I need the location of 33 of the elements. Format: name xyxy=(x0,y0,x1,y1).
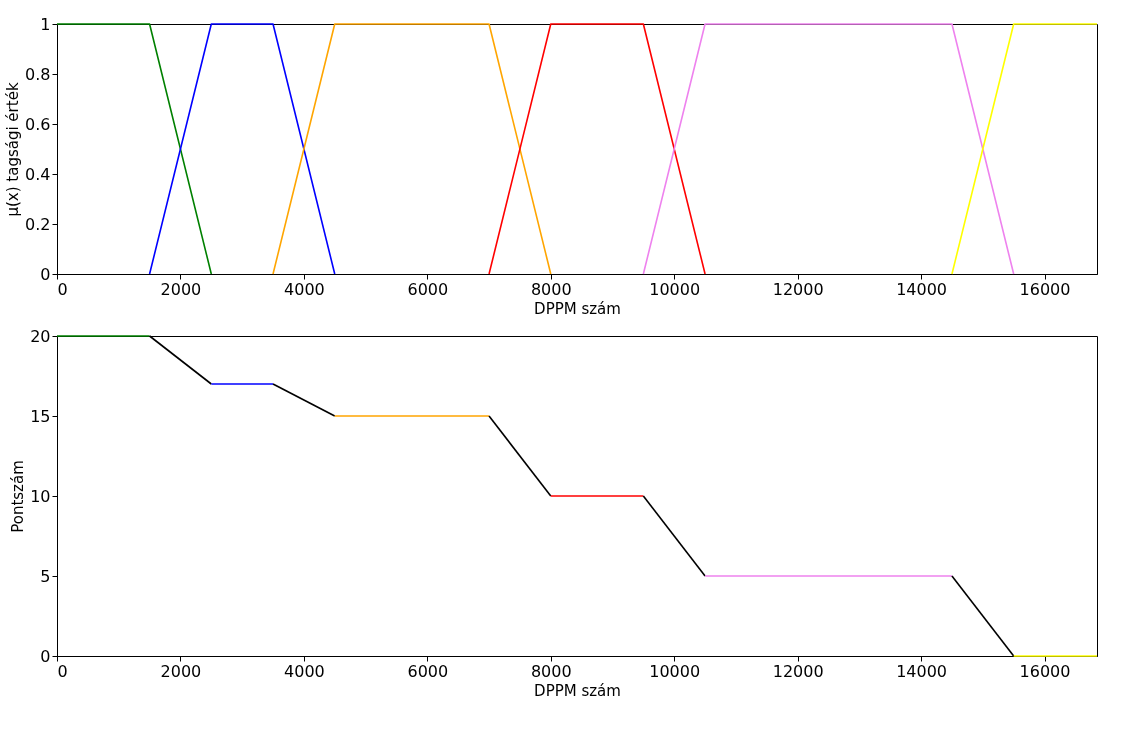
x-tick-label: 10000 xyxy=(649,661,701,681)
y-axis-title: μ(x) tagsági érték xyxy=(4,82,23,217)
x-tick-label: 14000 xyxy=(896,661,948,681)
y-tick-label: 0 xyxy=(40,264,51,284)
x-tick-label: 16000 xyxy=(1019,279,1071,299)
y-tick-label: 5 xyxy=(40,566,51,586)
x-tick-label: 0 xyxy=(57,661,68,681)
x-tick-label: 4000 xyxy=(284,661,325,681)
x-tick-label: 0 xyxy=(57,279,68,299)
x-tick-label: 16000 xyxy=(1019,661,1071,681)
x-tick-label: 2000 xyxy=(160,279,202,299)
x-axis-title: DPPM szám xyxy=(534,299,621,318)
x-tick-label: 12000 xyxy=(772,279,824,299)
x-tick-label: 2000 xyxy=(160,661,202,681)
y-tick-label: 0.6 xyxy=(25,114,51,134)
x-tick-label: 6000 xyxy=(407,279,449,299)
y-tick-label: 1 xyxy=(40,14,51,34)
x-tick-label: 10000 xyxy=(649,279,701,299)
y-tick-label: 0.4 xyxy=(25,164,51,184)
x-tick-label: 14000 xyxy=(896,279,948,299)
y-axis-title: Pontszám xyxy=(9,460,28,533)
x-tick-label: 8000 xyxy=(530,661,572,681)
x-axis-title: DPPM szám xyxy=(534,681,621,700)
x-tick-label: 8000 xyxy=(530,279,572,299)
y-tick-label: 20 xyxy=(30,326,51,346)
x-tick-label: 12000 xyxy=(772,661,824,681)
x-tick-label: 4000 xyxy=(284,279,325,299)
y-tick-label: 15 xyxy=(30,406,51,426)
y-tick-label: 0.2 xyxy=(25,214,51,234)
y-tick-label: 0.8 xyxy=(25,64,51,84)
y-tick-label: 10 xyxy=(30,486,51,506)
y-tick-label: 0 xyxy=(40,646,51,666)
x-tick-label: 6000 xyxy=(407,661,449,681)
